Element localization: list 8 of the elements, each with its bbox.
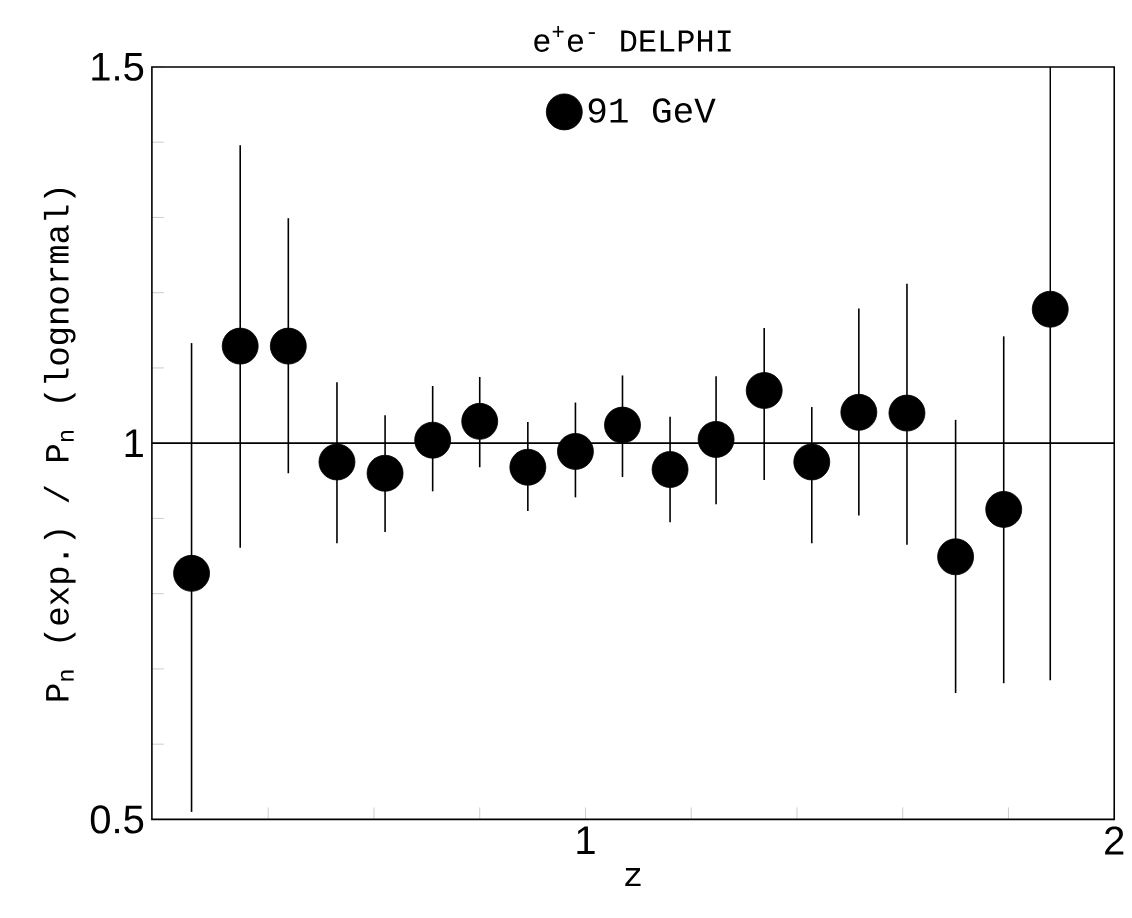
- legend-label: 91 GeV: [588, 98, 716, 123]
- chart-title: e$^{+}$e$^{-}$ DELPHI: [534, 25, 731, 52]
- y-tick-label: 1.5: [92, 52, 144, 81]
- y-tick-label: 1: [125, 429, 143, 457]
- x-axis-title: z: [625, 867, 641, 886]
- text: P$_{n}$ (exp.) / P$_{n}$ (lognormal): [43, 188, 76, 701]
- y-tick-label: 0.5: [90, 805, 144, 834]
- x-tick-label: 2: [1105, 826, 1124, 855]
